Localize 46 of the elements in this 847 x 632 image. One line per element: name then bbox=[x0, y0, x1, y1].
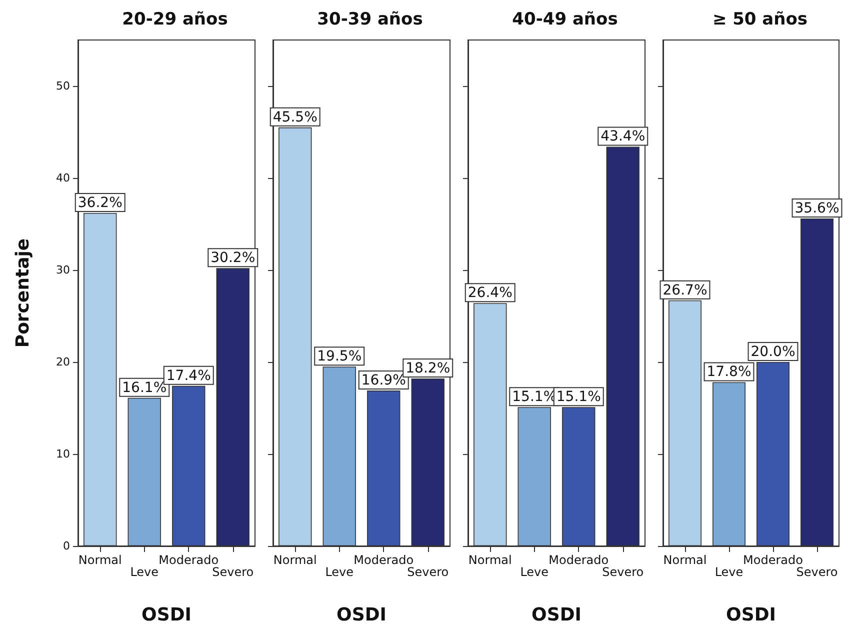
x-tick-label: Moderado bbox=[354, 553, 414, 567]
y-tick-label: 30 bbox=[56, 264, 70, 276]
x-tick-label: Leve bbox=[520, 565, 549, 579]
x-tick-label: Normal bbox=[468, 553, 512, 567]
x-tick-label: Severo bbox=[212, 565, 254, 579]
x-tick-label: Moderado bbox=[548, 553, 609, 567]
y-tick-label: 40 bbox=[56, 172, 70, 184]
y-tick-label: 0 bbox=[63, 540, 70, 552]
data-label: 30.2% bbox=[210, 250, 256, 266]
x-tick-label: Leve bbox=[325, 565, 354, 579]
x-tick-label: Severo bbox=[796, 565, 838, 579]
data-label: 16.9% bbox=[361, 372, 406, 389]
data-label: 43.4% bbox=[600, 128, 646, 145]
y-tick-label: 10 bbox=[56, 448, 70, 460]
chart-title: 40-49 años bbox=[512, 10, 618, 30]
data-label: 20.0% bbox=[750, 344, 796, 360]
x-axis-title: OSDI bbox=[532, 604, 582, 626]
data-label: 26.7% bbox=[662, 282, 708, 298]
y-tick-label: 20 bbox=[56, 356, 70, 368]
data-label: 15.1% bbox=[556, 389, 601, 406]
x-axis-title: OSDI bbox=[336, 604, 386, 626]
data-label: 17.8% bbox=[706, 364, 752, 380]
y-axis-title: Porcentaje bbox=[12, 238, 34, 348]
data-label: 35.6% bbox=[794, 200, 840, 216]
x-tick-label: Severo bbox=[407, 565, 449, 579]
x-tick-label: Severo bbox=[602, 565, 644, 579]
x-axis-title: OSDI bbox=[142, 604, 192, 626]
data-label: 19.5% bbox=[317, 348, 362, 365]
chart-title: 20-29 años bbox=[122, 10, 228, 30]
chart-title: 30-39 años bbox=[317, 10, 423, 30]
chart-title: ≥ 50 años bbox=[712, 10, 808, 30]
x-tick-label: Leve bbox=[714, 565, 744, 579]
x-tick-label: Normal bbox=[273, 553, 317, 567]
data-label: 18.2% bbox=[406, 360, 450, 377]
data-label: 16.1% bbox=[122, 380, 167, 396]
data-label: 45.5% bbox=[272, 109, 318, 126]
x-tick-label: Moderado bbox=[158, 553, 219, 567]
data-label: 26.4% bbox=[468, 285, 512, 302]
x-tick-label: Normal bbox=[663, 553, 707, 567]
x-axis-title: OSDI bbox=[726, 604, 776, 626]
x-tick-label: Moderado bbox=[743, 553, 803, 567]
y-tick-label: 50 bbox=[56, 80, 70, 92]
x-tick-label: Normal bbox=[78, 553, 122, 567]
x-tick-label: Leve bbox=[130, 565, 159, 579]
data-label: 17.4% bbox=[166, 368, 211, 384]
data-label: 36.2% bbox=[78, 194, 122, 211]
